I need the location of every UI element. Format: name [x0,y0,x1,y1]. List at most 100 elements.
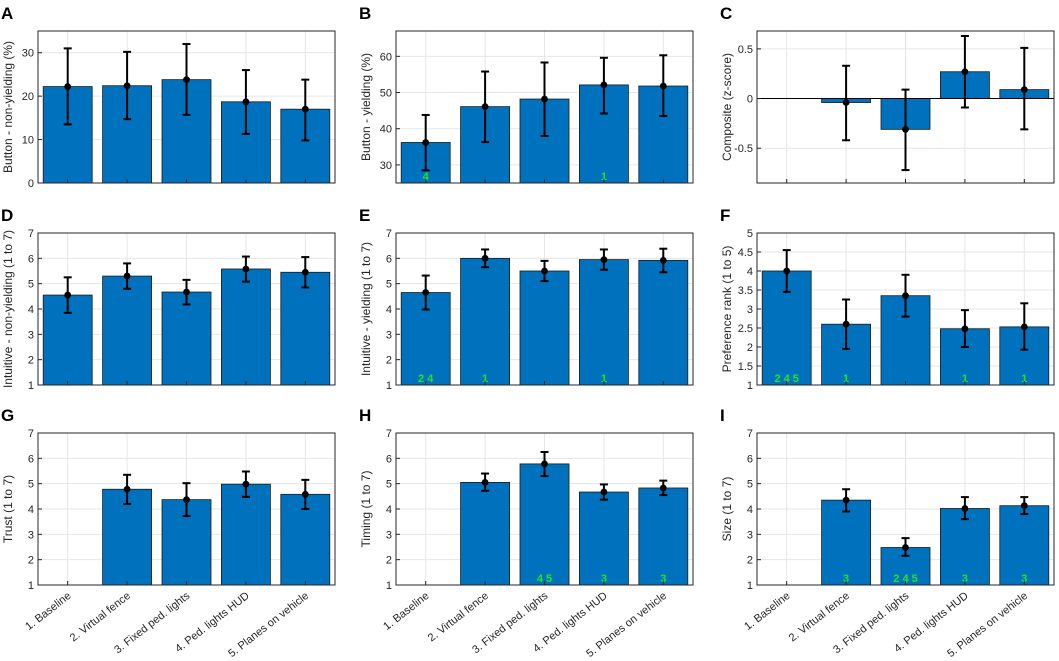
significance-label: 3 [601,573,607,585]
tick-label-y: 3 [386,529,392,541]
tick-label-y: 3 [386,329,392,341]
tick-label-y: -0.5 [734,143,753,155]
panel-label: G [1,406,14,425]
significance-label: 2 4 [418,373,434,385]
category-label: 1. Baseline [381,590,431,633]
mean-marker-f-4 [961,325,969,333]
tick-label-y: 7 [747,428,753,440]
category-label: 1. Baseline [23,590,73,633]
mean-marker-h-3 [541,460,548,468]
mean-marker-g-5 [301,490,309,498]
mean-marker-a-1 [64,83,72,90]
mean-marker-i-4 [961,505,969,512]
panel-b: 4 1 30 40 50 60 Button - yielding (%) B [359,4,694,184]
category-label: 2. Virtual fence [787,590,852,645]
mean-marker-b-3 [541,95,548,103]
panel-e: 2 4 1 1 1 2 3 4 5 6 7 Intuitive - yielding (1 to 7… [359,206,694,392]
bar-h-4 [579,491,629,586]
tick-label-y: 4 [386,504,392,516]
tick-label-y: 1 [747,580,753,592]
panel-d: 1 2 3 4 5 6 7 Intuitive - non-yielding (1 to 7)… [1,206,336,392]
y-axis-label: Composite (z-score) [720,53,734,161]
mean-marker-g-2 [123,485,131,493]
mean-marker-c-5 [1020,86,1028,94]
tick-label-y: 2 [28,555,34,567]
bar-e-4 [579,259,629,386]
bar-d-2 [102,275,152,386]
tick-label-y: 5 [747,479,753,491]
mean-marker-d-2 [123,272,131,280]
y-axis-label: Size (1 to 7) [720,477,734,542]
tick-label-y: 3.5 [738,285,753,297]
significance-label: 2 4 5 [893,573,917,585]
mean-marker-d-5 [301,268,309,276]
tick-label-y: 5 [386,479,392,491]
mean-marker-c-4 [961,68,969,76]
tick-label-y: 4 [747,266,753,278]
panel-label: A [1,4,13,23]
mean-marker-i-2 [842,496,850,504]
tick-label-y: 4 [28,504,34,516]
tick-label-y: 2 [386,555,392,567]
tick-label-y: 2 [386,355,392,367]
bar-e-3 [519,270,570,386]
mean-marker-c-3 [902,125,909,133]
bar-h-3 [519,463,570,586]
tick-label-y: 7 [28,428,34,440]
panel-label: I [720,406,725,425]
tick-label-y: 3 [28,329,34,341]
tick-label-y: 6 [386,453,392,465]
significance-label: 4 [423,171,430,183]
tick-label-y: 3 [28,529,34,541]
mean-marker-d-1 [64,291,72,299]
mean-marker-i-3 [902,544,909,551]
significance-label: 1 [1021,373,1027,385]
tick-label-y: 6 [747,453,753,465]
y-axis-label: Trust (1 to 7) [1,475,15,543]
y-axis-label: Preference rank (1 to 5) [720,246,734,373]
tick-label-y: 2 [28,355,34,367]
tick-label-y: 1 [28,380,34,392]
mean-marker-b-1 [422,139,430,146]
tick-label-y: 7 [28,228,34,240]
significance-label: 1 [843,373,849,385]
panel-label: H [359,406,371,425]
tick-label-y: 5 [28,279,34,291]
bar-g-2 [102,488,152,586]
significance-label: 1 [962,373,968,385]
tick-label-y: 5 [28,479,34,491]
bar-h-2 [460,481,511,586]
mean-marker-e-4 [600,256,608,263]
y-axis-label: Intuitive - non-yielding (1 to 7) [1,230,15,388]
tick-label-y: 0.5 [738,44,753,56]
tick-label-y: 20 [22,91,34,103]
tick-label-y: 4.5 [738,247,753,259]
tick-label-y: 5 [747,228,753,240]
tick-label-y: 1 [747,380,753,392]
tick-label-y: 40 [380,124,392,136]
bar-g-4 [220,483,271,586]
mean-marker-a-4 [242,98,250,106]
mean-marker-a-5 [301,105,309,113]
mean-marker-d-4 [242,265,250,273]
mean-marker-g-3 [183,496,190,504]
panel-a: 0 10 20 30 Button - non-yielding (%) A [1,4,336,190]
significance-label: 2 4 5 [774,373,798,385]
significance-label: 3 [1021,573,1027,585]
category-label: 2. Virtual fence [426,590,491,645]
panel-label: B [359,4,371,23]
bar-e-2 [460,257,511,386]
tick-label-y: 3 [747,529,753,541]
tick-label-y: 2.5 [738,323,753,335]
mean-marker-f-1 [783,267,791,275]
tick-label-y: 4 [747,504,753,516]
tick-label-y: 5 [386,279,392,291]
significance-label: 3 [962,573,968,585]
tick-label-y: 10 [22,135,34,147]
bar-e-5 [638,259,689,386]
tick-label-y: 3 [747,304,753,316]
tick-label-y: 1.5 [738,361,753,373]
tick-label-y: 60 [380,51,392,63]
